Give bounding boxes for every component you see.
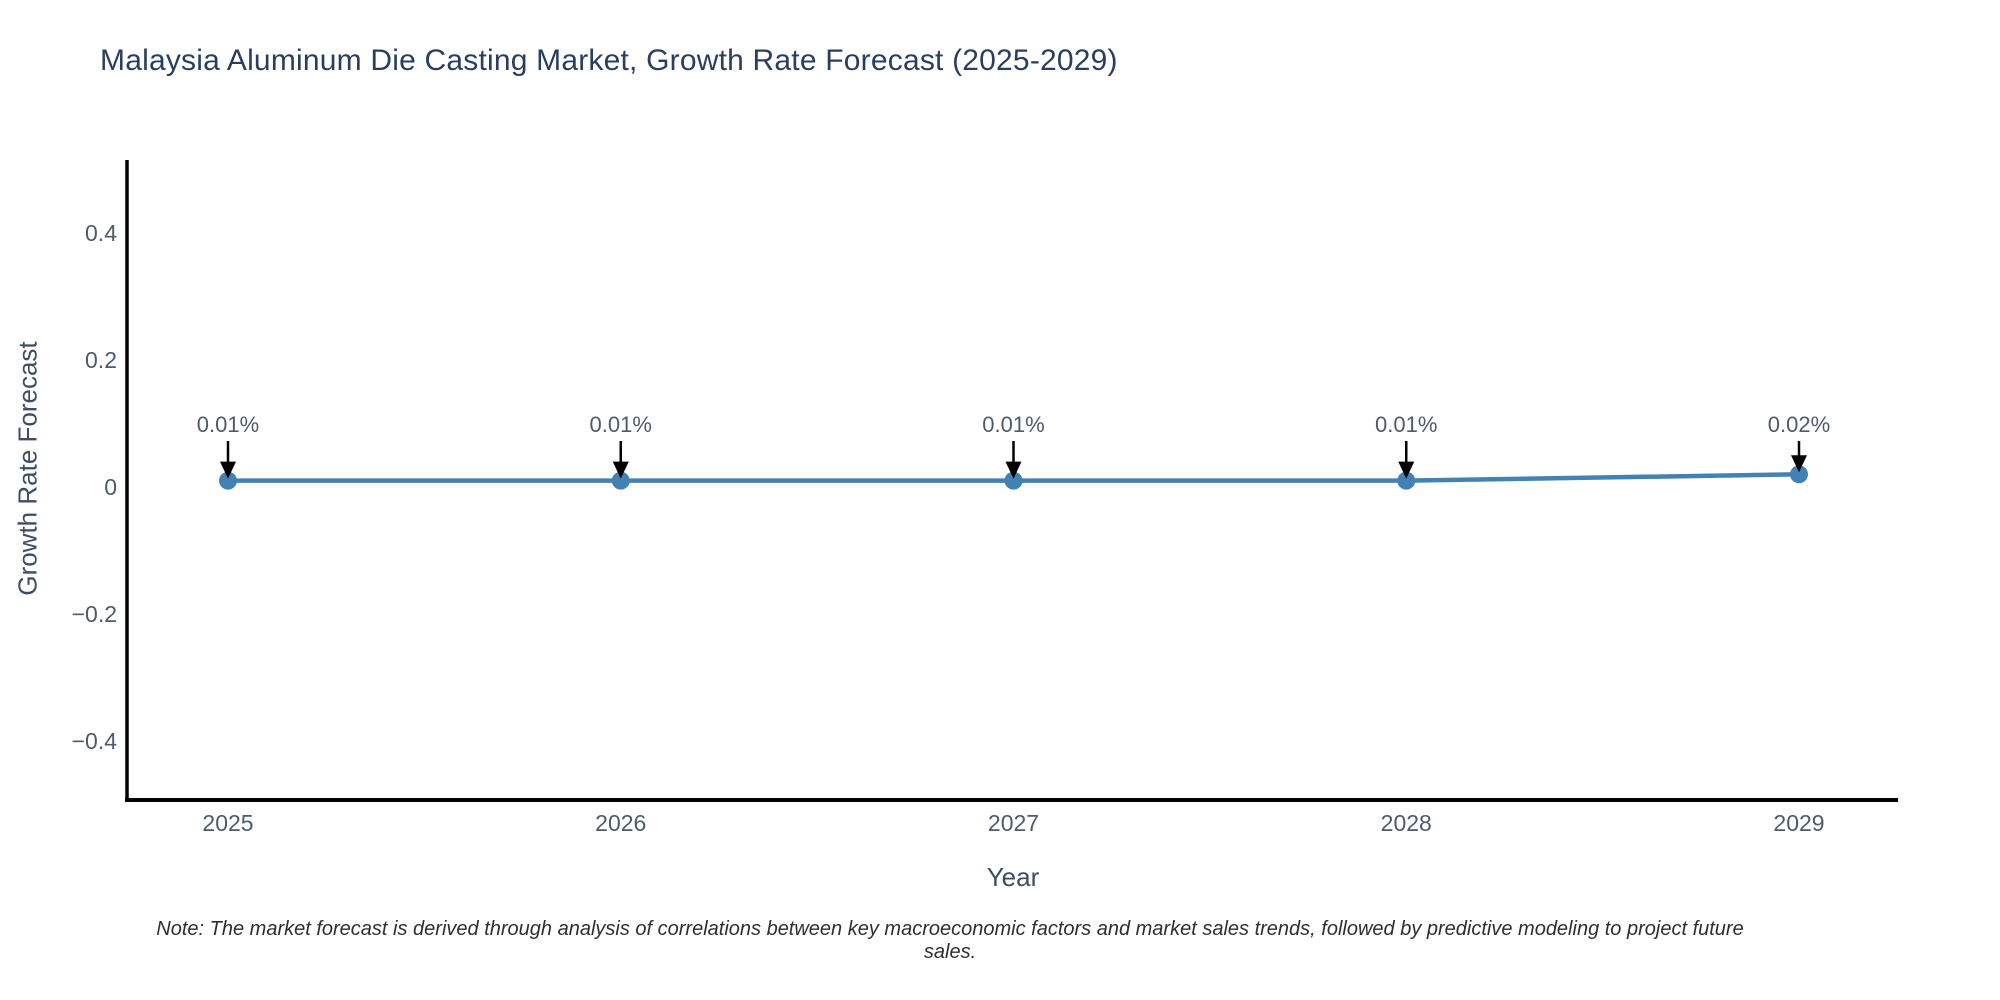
data-point-marker (1004, 471, 1023, 490)
data-point-marker (611, 471, 630, 490)
point-annotation: 0.01% (197, 412, 259, 437)
x-tick-label: 2027 (988, 810, 1039, 836)
point-annotation: 0.01% (982, 412, 1044, 437)
y-tick-label: 0.2 (85, 347, 117, 373)
y-tick-label: −0.4 (72, 728, 118, 754)
annotation-arrowhead-icon (1005, 461, 1022, 479)
y-tick-label: −0.2 (72, 601, 117, 627)
y-tick-label: 0.4 (85, 220, 117, 246)
annotation-arrowhead-icon (220, 461, 236, 479)
point-annotation: 0.02% (1768, 412, 1830, 437)
annotation-arrowhead-icon (1398, 461, 1415, 479)
x-axis-title: Year (986, 862, 1040, 892)
data-point-marker (1790, 465, 1808, 484)
annotation-arrowhead-icon (612, 461, 629, 479)
annotation-arrowhead-icon (1791, 455, 1807, 473)
x-tick-label: 2029 (1773, 810, 1824, 836)
point-annotation: 0.01% (590, 412, 652, 437)
data-point-marker (219, 471, 237, 490)
chart-title: Malaysia Aluminum Die Casting Market, Gr… (100, 44, 1118, 77)
footnote: Note: The market forecast is derived thr… (156, 918, 1744, 963)
x-tick-label: 2025 (202, 810, 253, 836)
data-point-marker (1397, 471, 1416, 490)
point-annotation: 0.01% (1375, 412, 1437, 437)
x-tick-label: 2028 (1381, 810, 1432, 836)
x-tick-label: 2026 (595, 810, 646, 836)
y-tick-label: 0 (104, 474, 117, 500)
